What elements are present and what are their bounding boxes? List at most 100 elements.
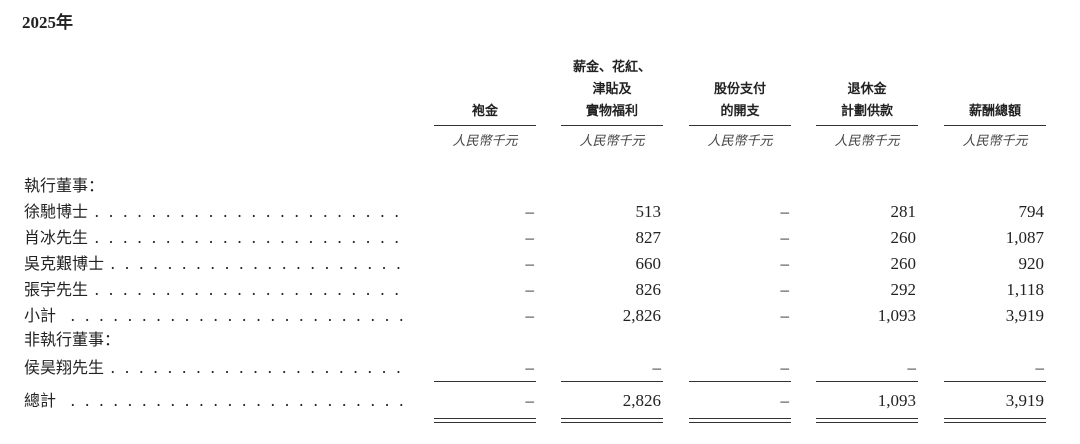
column-header: 薪酬總額	[968, 104, 1021, 119]
column-header: 計劃供款	[840, 104, 893, 119]
sum-rule	[434, 418, 536, 419]
value-cell: –	[780, 391, 790, 410]
value-cell: 1,093	[877, 306, 916, 325]
column-unit: 人民幣千元	[579, 134, 645, 149]
header-rule	[689, 125, 791, 126]
row-label-text: 張宇先生	[24, 280, 89, 299]
table-row: 總計 . . . . . . . . . . . . . . . . . . .…	[0, 388, 1080, 414]
value-cell: 292	[890, 280, 917, 299]
leader-dots: . . . . . . . . . . . . . . . . . . . . …	[94, 202, 404, 221]
leader-dots: . . . . . . . . . . . . . . . . . . . . …	[110, 358, 404, 377]
sum-rule	[944, 381, 1046, 382]
row-label-text: 總計	[24, 391, 57, 410]
sum-rule	[434, 381, 536, 382]
value-cell: 260	[890, 254, 917, 273]
column-header: 實物福利	[585, 104, 638, 119]
value-cell: 1,087	[1005, 228, 1044, 247]
row-label-text: 肖冰先生	[24, 228, 89, 247]
row-label: 小計 . . . . . . . . . . . . . . . . . . .…	[24, 303, 404, 329]
column-unit: 人民幣千元	[707, 134, 773, 149]
row-label: 肖冰先生 . . . . . . . . . . . . . . . . . .…	[24, 225, 404, 251]
leader-dots: . . . . . . . . . . . . . . . . . . . . …	[70, 306, 404, 325]
sum-rule	[434, 422, 536, 423]
value-cell: 794	[1018, 202, 1045, 221]
table-row: 吳克艱博士 . . . . . . . . . . . . . . . . . …	[0, 251, 1080, 277]
value-cell: –	[525, 280, 535, 299]
sum-rule	[944, 418, 1046, 419]
sum-rule	[816, 418, 918, 419]
row-label: 張宇先生 . . . . . . . . . . . . . . . . . .…	[24, 277, 404, 303]
sum-rule	[816, 422, 918, 423]
sum-rule	[689, 422, 791, 423]
value-cell: –	[780, 228, 790, 247]
value-cell: –	[907, 358, 917, 377]
value-cell: –	[780, 254, 790, 273]
header-rule	[944, 125, 1046, 126]
value-cell: 3,919	[1005, 391, 1044, 410]
table-row: 小計 . . . . . . . . . . . . . . . . . . .…	[0, 303, 1080, 329]
table-row: 肖冰先生 . . . . . . . . . . . . . . . . . .…	[0, 225, 1080, 251]
sum-rule	[816, 381, 918, 382]
value-cell: 3,919	[1005, 306, 1044, 325]
column-unit: 人民幣千元	[834, 134, 900, 149]
column-header: 的開支	[720, 104, 760, 119]
row-label: 徐馳博士 . . . . . . . . . . . . . . . . . .…	[24, 199, 404, 225]
column-header: 股份支付	[713, 82, 766, 97]
leader-dots: . . . . . . . . . . . . . . . . . . . . …	[70, 391, 404, 410]
row-label: 侯昊翔先生 . . . . . . . . . . . . . . . . . …	[24, 355, 404, 381]
value-cell: 660	[635, 254, 662, 273]
column-header: 薪金、花紅、	[572, 60, 651, 75]
value-cell: –	[525, 254, 535, 273]
column-header: 退休金	[847, 82, 887, 97]
sum-rule	[561, 422, 663, 423]
sum-rule	[689, 418, 791, 419]
value-cell: 281	[890, 202, 917, 221]
sum-rule	[944, 422, 1046, 423]
value-cell: 1,093	[877, 391, 916, 410]
header-rule	[561, 125, 663, 126]
column-header: 津貼及	[592, 82, 632, 97]
table-row: 張宇先生 . . . . . . . . . . . . . . . . . .…	[0, 277, 1080, 303]
value-cell: –	[525, 391, 535, 410]
sum-rule	[689, 381, 791, 382]
sum-rule	[561, 381, 663, 382]
value-cell: –	[780, 280, 790, 299]
value-cell: 827	[635, 228, 662, 247]
sum-rule	[561, 418, 663, 419]
value-cell: –	[525, 228, 535, 247]
value-cell: –	[780, 358, 790, 377]
leader-dots: . . . . . . . . . . . . . . . . . . . . …	[94, 280, 404, 299]
table-row: 侯昊翔先生 . . . . . . . . . . . . . . . . . …	[0, 355, 1080, 381]
row-label: 吳克艱博士 . . . . . . . . . . . . . . . . . …	[24, 251, 404, 277]
row-label-text: 吳克艱博士	[24, 254, 105, 273]
year-title: 2025年	[22, 13, 73, 32]
column-header: 袍金	[471, 104, 498, 119]
column-unit: 人民幣千元	[962, 134, 1028, 149]
row-label-text: 小計	[24, 306, 57, 325]
value-cell: –	[525, 202, 535, 221]
value-cell: –	[780, 306, 790, 325]
leader-dots: . . . . . . . . . . . . . . . . . . . . …	[110, 254, 404, 273]
header-rule	[434, 125, 536, 126]
value-cell: –	[780, 202, 790, 221]
value-cell: 1,118	[1006, 280, 1044, 299]
row-label-text: 徐馳博士	[24, 202, 89, 221]
table-row: 徐馳博士 . . . . . . . . . . . . . . . . . .…	[0, 199, 1080, 225]
row-label-text: 侯昊翔先生	[24, 358, 105, 377]
value-cell: 260	[890, 228, 917, 247]
section-executive-directors: 執行董事：	[24, 176, 105, 195]
row-label: 總計 . . . . . . . . . . . . . . . . . . .…	[24, 388, 404, 414]
value-cell: 920	[1018, 254, 1045, 273]
value-cell: 513	[635, 202, 662, 221]
value-cell: –	[525, 306, 535, 325]
value-cell: 2,826	[622, 306, 661, 325]
value-cell: 2,826	[622, 391, 661, 410]
header-rule	[816, 125, 918, 126]
value-cell: –	[652, 358, 662, 377]
column-unit: 人民幣千元	[452, 134, 518, 149]
value-cell: 826	[635, 280, 662, 299]
value-cell: –	[525, 358, 535, 377]
leader-dots: . . . . . . . . . . . . . . . . . . . . …	[94, 228, 404, 247]
value-cell: –	[1035, 358, 1045, 377]
section-non-executive-directors: 非執行董事：	[24, 330, 121, 349]
